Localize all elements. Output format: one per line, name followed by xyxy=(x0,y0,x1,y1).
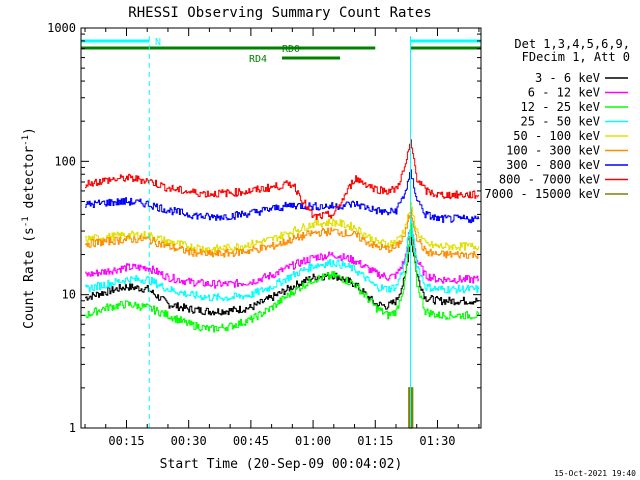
series-line-6 xyxy=(85,208,480,259)
legend-label: 6 - 12 keV xyxy=(528,86,600,100)
series-line-7 xyxy=(85,169,480,224)
series-line-3 xyxy=(85,223,480,333)
x-tick-label: 01:15 xyxy=(357,434,393,448)
legend-label: 50 - 100 keV xyxy=(513,129,600,143)
flag-label-rd0: RD0 xyxy=(282,44,300,55)
legend-label: 7000 - 15000 keV xyxy=(484,187,600,201)
detector-info-line-1: Det 1,3,4,5,6,9, xyxy=(514,37,630,51)
y-axis-label-sup1: -1 xyxy=(21,216,31,227)
y-axis-label: Count Rate (s-1 detector-1) xyxy=(21,127,37,329)
y-axis-label-sup2: -1 xyxy=(21,135,31,146)
legend-label: 25 - 50 keV xyxy=(521,115,600,129)
y-axis-label-end: ) xyxy=(22,127,37,135)
legend-label: 300 - 800 keV xyxy=(506,158,600,172)
y-axis-label-base: Count Rate (s xyxy=(22,227,37,329)
footer-timestamp: 15-Oct-2021 19:40 xyxy=(554,469,636,478)
x-axis: 00:15 00:30 00:45 01:00 01:15 01:30 xyxy=(84,28,480,448)
y-tick-label: 1000 xyxy=(47,21,76,35)
y-tick-label: 100 xyxy=(54,154,76,168)
flag-label-n: N xyxy=(155,37,161,48)
chart-title: RHESSI Observing Summary Count Rates xyxy=(128,5,431,21)
legend-label: 12 - 25 keV xyxy=(521,100,600,114)
x-tick-label: 01:30 xyxy=(419,434,455,448)
legend-label: 100 - 300 keV xyxy=(506,144,600,158)
legend-label: 3 - 6 keV xyxy=(535,71,600,85)
series-line-8 xyxy=(85,139,480,220)
series-line-4 xyxy=(85,215,480,302)
x-tick-label: 00:30 xyxy=(171,434,207,448)
y-axis: 1 10 100 1000 xyxy=(47,21,481,435)
series-line-1 xyxy=(85,236,479,316)
y-tick-label: 10 xyxy=(62,288,76,302)
series-line-5 xyxy=(85,201,480,253)
detector-info-line-2: FDecim 1, Att 0 xyxy=(522,50,630,64)
x-axis-label: Start Time (20-Sep-09 00:04:02) xyxy=(160,457,403,472)
flag-label-rd4: RD4 xyxy=(249,54,267,65)
series-layer xyxy=(85,139,480,429)
legend-label: 800 - 7000 keV xyxy=(499,173,600,187)
x-tick-label: 00:45 xyxy=(233,434,269,448)
y-tick-label: 1 xyxy=(69,421,76,435)
x-tick-label: 01:00 xyxy=(295,434,331,448)
x-tick-label: 00:15 xyxy=(108,434,144,448)
flags-layer: N RD0 RD4 xyxy=(81,37,481,65)
y-axis-label-mid: detector xyxy=(22,146,37,217)
plot-frame xyxy=(80,27,482,429)
